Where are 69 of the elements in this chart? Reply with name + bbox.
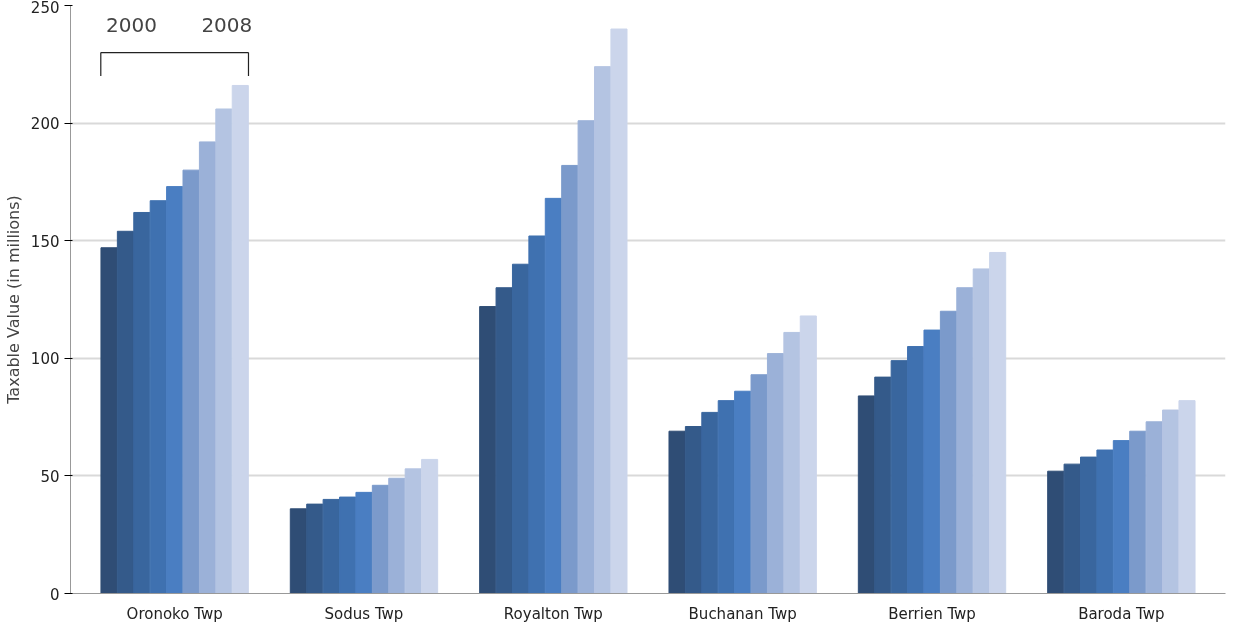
bar	[388, 477, 406, 594]
bar	[479, 306, 497, 594]
bar	[198, 141, 216, 594]
bar	[1080, 456, 1098, 594]
bar	[799, 315, 817, 594]
y-tick-label: 50	[40, 467, 60, 486]
x-tick-label: Sodus Twp	[324, 604, 404, 623]
annotation: 2000	[106, 12, 157, 37]
annotation: 2008	[201, 12, 253, 37]
bar	[989, 251, 1007, 594]
bar	[355, 491, 373, 594]
bar	[149, 200, 167, 594]
bar	[182, 169, 200, 594]
bar	[701, 411, 719, 594]
bar	[1145, 421, 1163, 594]
bar	[561, 164, 579, 594]
bar	[972, 268, 990, 594]
bar	[528, 235, 546, 594]
y-tick-label: 250	[30, 0, 60, 17]
bar	[766, 353, 785, 594]
bar	[783, 331, 801, 594]
bar	[577, 120, 595, 594]
bar	[1112, 440, 1130, 594]
x-tick-label: Oronoko Twp	[126, 604, 223, 623]
bar	[404, 468, 422, 594]
x-tick-label: Berrien Twp	[888, 604, 976, 623]
bar	[857, 395, 875, 594]
y-axis-title: Taxable Value (in millions)	[3, 195, 23, 405]
bar	[1129, 430, 1147, 594]
bar	[544, 197, 562, 594]
bar	[322, 498, 340, 594]
bar	[215, 108, 233, 594]
bar	[421, 458, 439, 594]
bar	[371, 484, 389, 594]
bar	[717, 400, 735, 594]
bar	[100, 247, 118, 594]
y-tick-label: 100	[30, 350, 60, 369]
bar	[874, 376, 892, 594]
bar	[339, 496, 357, 594]
bar	[495, 287, 513, 594]
x-tick-label: Royalton Twp	[503, 604, 603, 623]
bar	[750, 374, 768, 594]
bar	[1063, 463, 1081, 594]
bar	[116, 230, 134, 594]
bar	[1096, 449, 1114, 594]
bar	[1162, 409, 1180, 594]
bar	[289, 508, 307, 594]
bar	[923, 329, 941, 594]
bar	[594, 66, 612, 594]
bar	[684, 426, 702, 594]
y-tick-label: 150	[30, 232, 60, 251]
bar	[133, 211, 151, 594]
bar	[668, 430, 686, 594]
bar	[1047, 470, 1065, 594]
bar	[306, 503, 324, 594]
bar	[610, 28, 628, 594]
bar	[511, 263, 530, 594]
y-tick-label: 0	[49, 585, 60, 604]
bar	[734, 390, 752, 594]
bar	[1178, 400, 1196, 594]
bar	[956, 287, 974, 594]
y-tick-label: 200	[30, 115, 60, 134]
bar	[890, 360, 908, 594]
bar	[231, 84, 249, 594]
bar	[939, 310, 957, 594]
x-tick-label: Baroda Twp	[1078, 604, 1165, 623]
bar	[907, 346, 925, 594]
bar	[166, 186, 184, 594]
x-tick-label: Buchanan Twp	[688, 604, 797, 623]
